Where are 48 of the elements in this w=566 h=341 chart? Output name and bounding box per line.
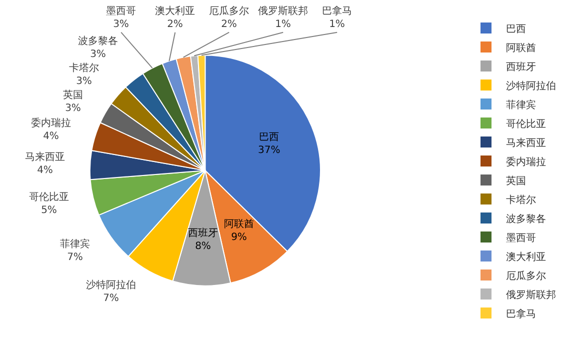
legend-label: 澳大利亚: [506, 250, 546, 263]
slice-label: 墨西哥: [106, 6, 136, 17]
data-label: 5%: [41, 205, 57, 216]
slice-label: 马来西亚: [25, 151, 65, 163]
data-label: 9%: [231, 232, 247, 243]
data-label: 7%: [67, 252, 83, 263]
slice-label: 英国: [63, 89, 83, 101]
slice-label: 波多黎各: [78, 35, 118, 47]
data-label: 3%: [113, 19, 129, 30]
legend-label: 波多黎各: [506, 212, 546, 225]
slice-label: 阿联酋: [224, 218, 254, 230]
data-label: 2%: [167, 19, 183, 30]
legend-label: 沙特阿拉伯: [506, 80, 556, 92]
legend-label: 委内瑞拉: [506, 156, 546, 168]
slice-label: 委内瑞拉: [31, 117, 71, 129]
data-label: 4%: [37, 165, 53, 176]
data-label: 3%: [65, 103, 81, 114]
slice-label: 俄罗斯联邦: [258, 5, 308, 17]
data-label: 8%: [195, 241, 211, 252]
data-label: 2%: [221, 19, 237, 30]
slice-label: 卡塔尔: [69, 62, 99, 74]
legend-label: 巴拿马: [506, 308, 536, 320]
legend-label: 巴西: [506, 24, 526, 35]
slice-label: 菲律宾: [60, 238, 90, 250]
slice-label: 巴拿马: [322, 5, 352, 17]
legend-label: 卡塔尔: [506, 194, 536, 206]
legend-label: 阿联酋: [506, 42, 536, 54]
legend-label: 菲律宾: [506, 98, 536, 111]
legend-label: 马来西亚: [506, 136, 546, 149]
slice-label: 澳大利亚: [155, 5, 195, 17]
legend-label: 哥伦比亚: [506, 118, 546, 130]
slice-label: 西班牙: [188, 227, 218, 239]
slice-label: 沙特阿拉伯: [86, 279, 136, 291]
slice-label: 哥伦比亚: [29, 191, 69, 203]
legend-label: 英国: [506, 174, 526, 187]
data-label: 7%: [103, 293, 119, 304]
slice-label: 厄瓜多尔: [209, 5, 249, 17]
data-label: 37%: [258, 145, 280, 156]
legend-label: 俄罗斯联邦: [506, 288, 556, 301]
data-label: 1%: [275, 19, 291, 30]
legend-label: 厄瓜多尔: [506, 270, 546, 282]
legend-label: 墨西哥: [506, 232, 536, 244]
slice-label: 巴西: [259, 132, 280, 143]
legend-label: 西班牙: [506, 60, 536, 73]
data-label: 1%: [329, 19, 345, 30]
data-label: 4%: [43, 131, 59, 142]
data-label: 3%: [76, 76, 92, 87]
data-label: 3%: [90, 49, 106, 60]
